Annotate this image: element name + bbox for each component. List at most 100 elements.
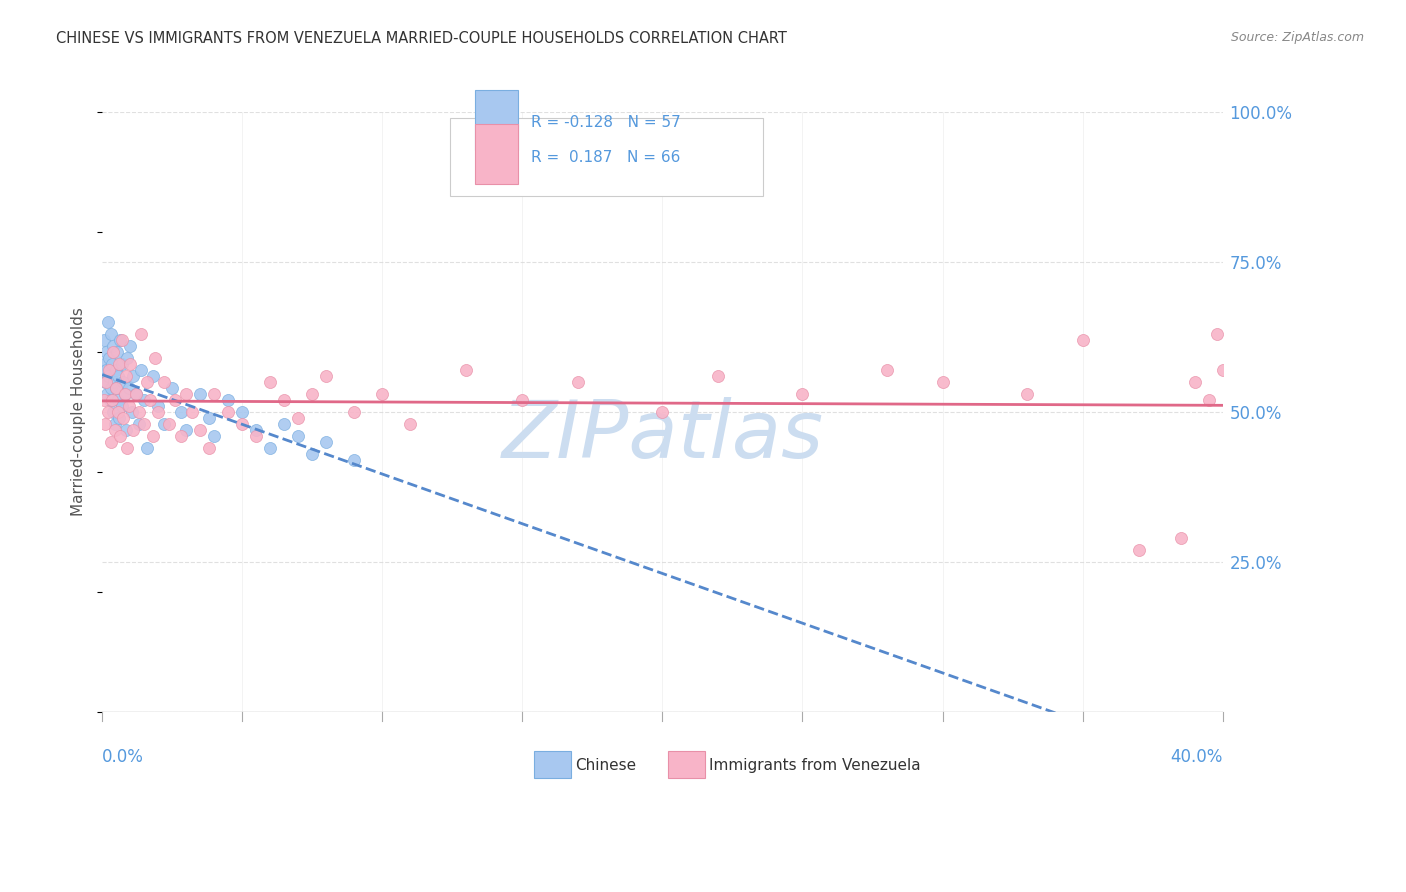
Point [136, 441, 159, 455]
Point [104, 417, 127, 431]
Point [259, 441, 281, 455]
Point [343, 453, 366, 467]
Point [122, 423, 145, 437]
Point [371, 387, 394, 401]
Point [96, 363, 118, 377]
Point [111, 399, 134, 413]
Point [114, 387, 136, 401]
Point [104, 423, 127, 437]
Point [153, 375, 176, 389]
Point [217, 392, 239, 407]
Point [105, 381, 128, 395]
Point [107, 369, 129, 384]
Point [142, 369, 165, 384]
FancyBboxPatch shape [668, 751, 704, 779]
Point [101, 392, 124, 407]
Point [162, 381, 184, 395]
Point [118, 381, 141, 395]
Point [111, 357, 134, 371]
Point [117, 441, 139, 455]
Point [98, 351, 121, 365]
Point [1198, 392, 1220, 407]
Point [792, 387, 814, 401]
Point [202, 429, 225, 443]
Point [273, 392, 295, 407]
Point [97, 369, 120, 384]
Point [98, 392, 121, 407]
Point [108, 357, 131, 371]
FancyBboxPatch shape [475, 89, 517, 150]
Point [301, 447, 323, 461]
Point [101, 357, 124, 371]
Point [876, 363, 898, 377]
Point [101, 405, 124, 419]
Point [259, 375, 281, 389]
Point [567, 375, 589, 389]
Point [1071, 333, 1094, 347]
Point [145, 351, 167, 365]
Point [197, 441, 219, 455]
Text: 40.0%: 40.0% [1170, 748, 1223, 766]
Point [125, 387, 148, 401]
Point [134, 417, 156, 431]
Point [114, 387, 136, 401]
Point [512, 392, 534, 407]
Point [163, 392, 186, 407]
Point [128, 417, 150, 431]
Y-axis label: Married-couple Households: Married-couple Households [72, 308, 86, 516]
Point [103, 339, 125, 353]
Text: 0.0%: 0.0% [103, 748, 143, 766]
Point [111, 333, 134, 347]
Point [122, 369, 145, 384]
Point [301, 387, 323, 401]
Point [231, 417, 253, 431]
Point [125, 387, 148, 401]
Point [142, 429, 165, 443]
Point [153, 417, 176, 431]
Point [105, 345, 128, 359]
Point [93, 333, 115, 347]
Point [104, 363, 127, 377]
Point [100, 435, 122, 450]
Point [121, 405, 143, 419]
Point [110, 429, 132, 443]
Point [148, 405, 170, 419]
Point [707, 369, 730, 384]
Point [93, 392, 115, 407]
Point [399, 417, 422, 431]
Point [169, 405, 191, 419]
Point [1206, 326, 1229, 341]
Point [131, 326, 153, 341]
Point [1212, 363, 1234, 377]
Point [1015, 387, 1038, 401]
FancyBboxPatch shape [533, 751, 571, 779]
Text: Immigrants from Venezuela: Immigrants from Venezuela [710, 757, 921, 772]
Point [136, 375, 159, 389]
Point [96, 387, 118, 401]
Point [120, 357, 142, 371]
Point [197, 411, 219, 425]
Point [134, 392, 156, 407]
Point [139, 392, 162, 407]
Text: R = -0.128   N = 57: R = -0.128 N = 57 [531, 115, 681, 130]
Point [96, 375, 118, 389]
Point [273, 417, 295, 431]
Point [93, 357, 115, 371]
Point [131, 363, 153, 377]
Point [100, 381, 122, 395]
Point [107, 405, 129, 419]
Text: Chinese: Chinese [575, 757, 636, 772]
Point [98, 363, 121, 377]
Point [128, 405, 150, 419]
Point [174, 387, 197, 401]
Point [115, 369, 138, 384]
Point [103, 345, 125, 359]
Point [94, 375, 117, 389]
Point [1184, 375, 1206, 389]
Point [180, 405, 202, 419]
Point [188, 387, 211, 401]
Point [105, 381, 128, 395]
Point [287, 429, 309, 443]
Point [112, 411, 135, 425]
Point [108, 411, 131, 425]
